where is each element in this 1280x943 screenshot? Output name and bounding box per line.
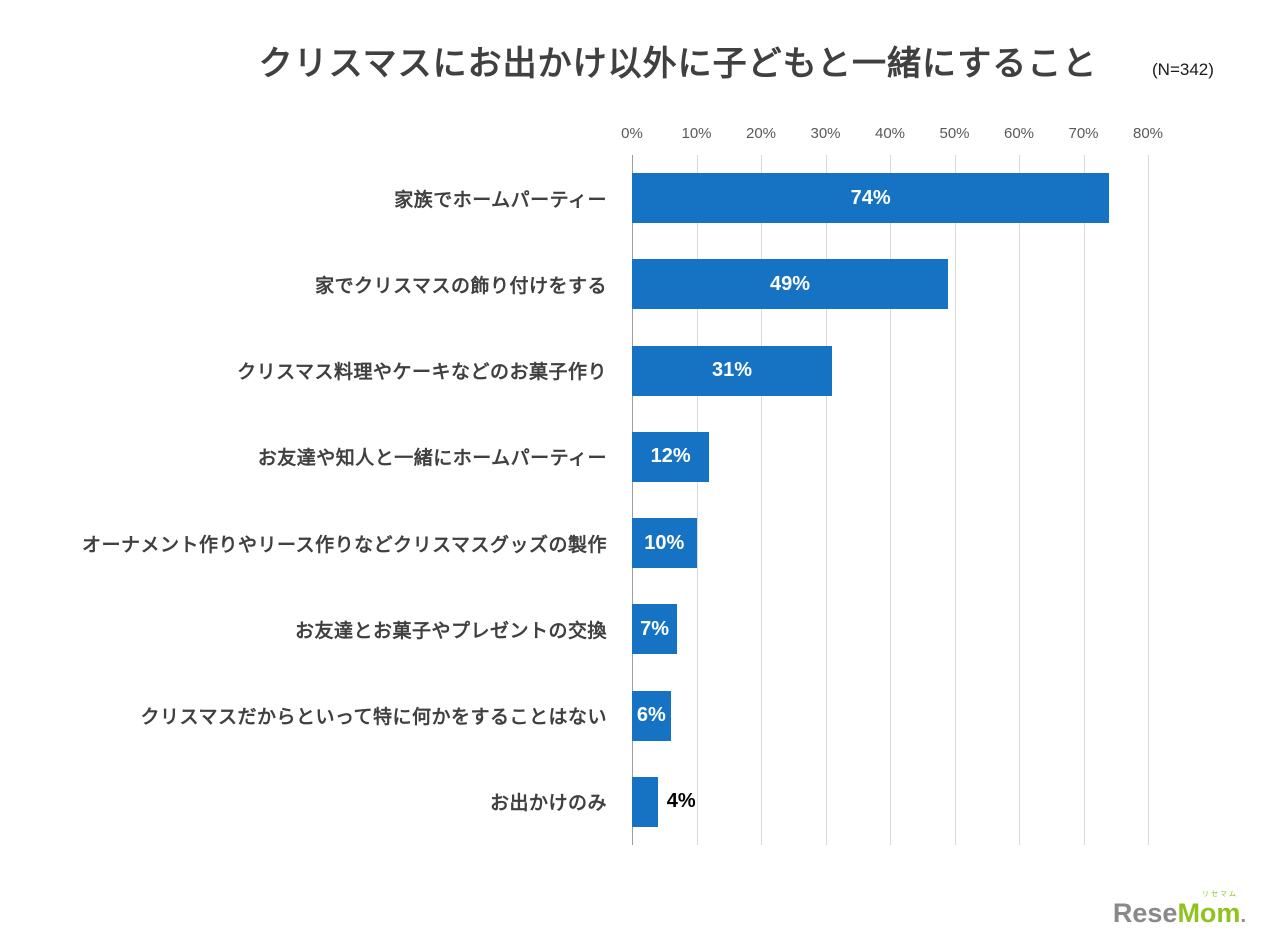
chart-title: クリスマスにお出かけ以外に子どもと一緒にすること xyxy=(258,45,1098,83)
bar-row: 家でクリスマスの飾り付けをする 49% xyxy=(315,241,1148,327)
bar-row: クリスマスだからといって特に何かをすることはない 6% xyxy=(141,673,1148,759)
plot-area: 0% 10% 20% 30% 40% 50% 60% 70% 80% 家族でホームパーティー 7… xyxy=(82,125,1163,845)
gridline xyxy=(696,155,698,845)
x-tick-label: 60% xyxy=(1003,125,1035,142)
bar-row: クリスマス料理やケーキなどのお菓子作り 31% xyxy=(237,328,1148,414)
bar: 4% xyxy=(632,776,696,827)
category-label: 家族でホームパーティー xyxy=(394,189,607,211)
value-label: 4% xyxy=(666,790,696,813)
sample-size: (N=342) xyxy=(1152,60,1214,79)
category-label: 家でクリスマスの飾り付けをする xyxy=(315,275,607,297)
bar: 6% xyxy=(632,690,671,741)
gridline xyxy=(1083,155,1085,845)
gridline xyxy=(954,155,956,845)
gridline xyxy=(761,155,762,845)
value-label: 74% xyxy=(850,186,891,209)
category-label: オーナメント作りやリース作りなどクリスマスグッズの製作 xyxy=(82,534,607,556)
logo-ruby-text: リセマム xyxy=(1202,891,1238,898)
value-label: 49% xyxy=(770,272,811,295)
y-axis-line xyxy=(632,155,633,845)
value-label: 31% xyxy=(711,359,752,382)
x-tick-label: 70% xyxy=(1068,125,1099,142)
bar-row: オーナメント作りやリース作りなどクリスマスグッズの製作 10% xyxy=(82,500,1148,586)
value-label: 10% xyxy=(644,531,685,554)
logo-rese-text: Rese xyxy=(1112,898,1178,928)
bar: 10% xyxy=(632,518,697,569)
resemom-logo: リセマム ReseMom. xyxy=(1112,891,1246,928)
category-label: クリスマスだからといって特に何かをすることはない xyxy=(140,707,607,729)
gridline xyxy=(1019,155,1020,845)
category-label: お出かけのみ xyxy=(489,793,607,815)
logo-dot: . xyxy=(1240,905,1246,927)
value-label: 12% xyxy=(650,445,691,468)
value-label: 7% xyxy=(640,617,670,640)
bar-row: お友達や知人と一緒にホームパーティー 12% xyxy=(258,414,1148,500)
gridlines xyxy=(632,155,1149,845)
bar-rows: 家族でホームパーティー 74% 家でクリスマスの飾り付けをする 49% クリスマ… xyxy=(82,155,1148,845)
gridline xyxy=(1148,155,1149,845)
logo-mom-text: Mom xyxy=(1177,898,1241,928)
x-tick-label: 0% xyxy=(621,125,643,142)
bar: 12% xyxy=(632,431,710,482)
bar: 7% xyxy=(632,604,678,655)
bar: 74% xyxy=(632,173,1110,224)
gridline xyxy=(890,155,891,845)
x-tick-label: 80% xyxy=(1132,125,1164,142)
x-tick-label: 40% xyxy=(874,125,906,142)
bar: 31% xyxy=(632,345,832,396)
bar: 49% xyxy=(632,259,949,310)
category-label: お友達とお菓子やプレゼントの交換 xyxy=(294,620,607,642)
x-tick-label: 30% xyxy=(810,125,841,142)
value-label: 6% xyxy=(636,704,666,727)
x-tick-label: 20% xyxy=(745,125,777,142)
category-label: お友達や知人と一緒にホームパーティー xyxy=(257,448,607,470)
x-tick-label: 50% xyxy=(939,125,970,142)
x-tick-label: 10% xyxy=(681,125,712,142)
gridline xyxy=(825,155,827,845)
bar-row: 家族でホームパーティー 74% xyxy=(394,155,1148,241)
bar-row: お出かけのみ 4% xyxy=(490,759,1148,845)
bar-row: お友達とお菓子やプレゼントの交換 7% xyxy=(295,586,1148,672)
category-label: クリスマス料理やケーキなどのお菓子作り xyxy=(237,362,607,384)
